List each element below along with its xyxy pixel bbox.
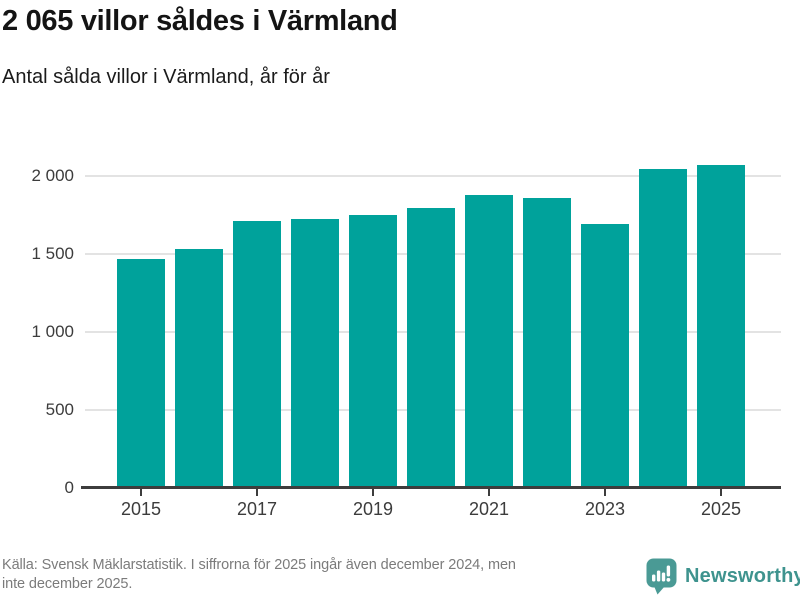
bar-2023: [581, 224, 629, 488]
bar-plot-area: [85, 155, 781, 488]
bar-2025: [697, 165, 745, 488]
x-axis-label-2021: 2021: [468, 499, 510, 519]
x-axis-label-2023: 2023: [584, 499, 626, 519]
x-axis-tick-2025: [720, 489, 722, 496]
y-axis-label-1000: 1 000: [31, 321, 74, 341]
x-axis-label-2015: 2015: [120, 499, 162, 519]
bar-2021: [465, 195, 513, 488]
y-axis-label-2000: 2 000: [31, 165, 74, 185]
source-note: Källa: Svensk Mäklarstatistik. I siffror…: [2, 556, 650, 593]
bar-2017: [233, 221, 281, 488]
newsworthy-chart-bubble-icon: [646, 558, 677, 595]
x-axis-label-2025: 2025: [700, 499, 742, 519]
bar-2024: [639, 169, 687, 488]
x-axis-label-2019: 2019: [352, 499, 394, 519]
x-axis-tick-2023: [604, 489, 606, 496]
x-axis-line: [81, 486, 781, 489]
y-axis-label-0: 0: [64, 478, 74, 497]
bar-2022: [523, 198, 571, 488]
bar-2019: [349, 215, 397, 488]
bar-2020: [407, 208, 455, 488]
x-axis-tick-2015: [140, 489, 142, 496]
x-axis-tick-2017: [256, 489, 258, 496]
chart-subtitle: Antal sålda villor i Värmland, år för år: [2, 66, 330, 88]
x-axis-tick-2021: [488, 489, 490, 496]
source-line-2: inte december 2025.: [2, 575, 133, 592]
newsworthy-wordmark: Newsworthy: [685, 564, 800, 587]
bar-2015: [117, 259, 165, 488]
source-line-1: Källa: Svensk Mäklarstatistik. I siffror…: [2, 557, 516, 573]
gridline-2000: [85, 174, 781, 177]
y-axis-label-500: 500: [45, 399, 74, 419]
bar-2016: [175, 249, 223, 488]
x-axis-label-2017: 2017: [236, 499, 278, 519]
bar-2018: [291, 219, 339, 488]
newsworthy-logo: Newsworthy: [645, 557, 800, 595]
x-axis-tick-2019: [372, 489, 374, 496]
y-axis-label-1500: 1 500: [31, 243, 74, 263]
chart-title: 2 065 villor såldes i Värmland: [2, 5, 398, 37]
